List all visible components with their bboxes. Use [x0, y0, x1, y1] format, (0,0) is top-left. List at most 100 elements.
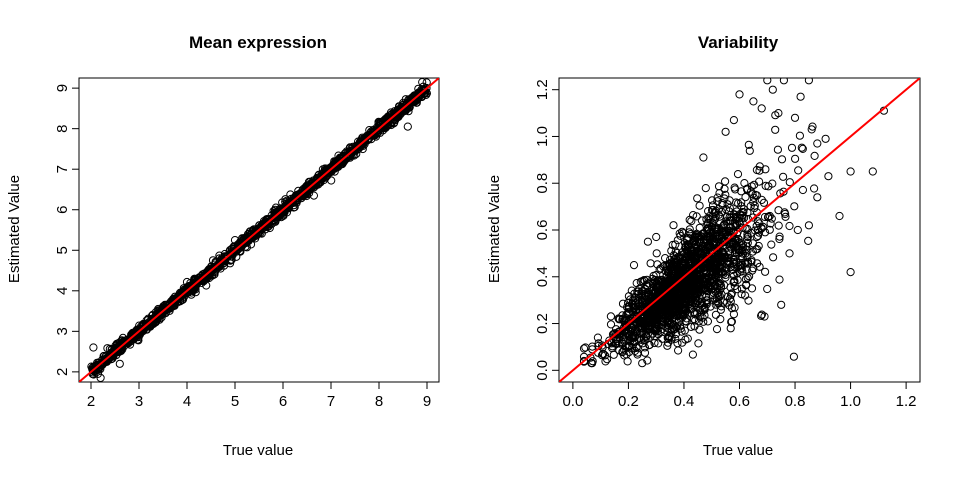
- data-point: [740, 258, 749, 267]
- data-point: [750, 180, 759, 189]
- data-point: [794, 166, 803, 175]
- data-point: [726, 297, 735, 306]
- data-point: [748, 190, 757, 199]
- data-point: [721, 190, 730, 199]
- data-point: [622, 310, 631, 319]
- data-point: [709, 263, 718, 272]
- chart-2-plot: 0.0 0.2 0.4 0.6 0.8 1.0 1.2 0.0 0.2 0.4 0.6 0.8 1.0 1…: [534, 77, 921, 410]
- data-point: [717, 207, 726, 216]
- data-point: [103, 344, 112, 353]
- y-tick-label: 0.4: [534, 266, 551, 287]
- data-point: [208, 263, 217, 272]
- data-point: [691, 310, 700, 319]
- data-point: [763, 78, 772, 85]
- data-point: [630, 304, 639, 313]
- data-point: [730, 303, 739, 312]
- data-point: [755, 219, 764, 228]
- data-point: [716, 279, 725, 288]
- data-point: [743, 238, 752, 247]
- data-point: [667, 333, 676, 342]
- data-point: [712, 325, 722, 334]
- data-point: [810, 184, 819, 193]
- data-point: [638, 306, 647, 315]
- data-point: [679, 298, 689, 307]
- data-point: [694, 288, 703, 297]
- data-point: [729, 310, 739, 319]
- data-point: [692, 212, 701, 221]
- data-point: [757, 104, 766, 113]
- data-point: [663, 319, 672, 328]
- data-point: [796, 92, 805, 101]
- y-tick-label: 3: [54, 327, 71, 335]
- data-point: [720, 250, 729, 259]
- data-point: [653, 325, 662, 334]
- data-point: [624, 298, 633, 307]
- data-point: [238, 240, 247, 249]
- data-point: [663, 302, 672, 311]
- data-point: [641, 285, 650, 294]
- data-point: [777, 155, 787, 164]
- data-point: [755, 262, 764, 271]
- y-tick-label: 0.2: [534, 313, 551, 334]
- y-tick-label: 5: [54, 246, 71, 254]
- data-point: [600, 351, 610, 360]
- data-point: [243, 234, 252, 243]
- data-point: [711, 310, 721, 319]
- data-point: [632, 302, 641, 311]
- data-point: [679, 310, 688, 319]
- data-point: [685, 225, 694, 234]
- data-point: [96, 373, 105, 382]
- data-point: [643, 356, 652, 365]
- data-point: [781, 212, 790, 221]
- data-point: [671, 280, 680, 289]
- x-tick-label: 1.2: [896, 393, 917, 410]
- data-point: [721, 263, 730, 272]
- data-point: [133, 328, 142, 337]
- data-point: [669, 221, 678, 230]
- data-point: [232, 245, 241, 254]
- data-point: [657, 292, 667, 301]
- data-point: [765, 225, 774, 234]
- data-point: [593, 333, 603, 342]
- data-point: [723, 292, 733, 301]
- data-point: [684, 242, 693, 251]
- data-point: [697, 279, 706, 288]
- data-point: [704, 241, 713, 250]
- data-point: [739, 243, 748, 252]
- data-point: [755, 166, 764, 175]
- data-point: [721, 127, 730, 136]
- data-point: [760, 312, 769, 321]
- data-point: [673, 236, 682, 245]
- data-point: [167, 300, 176, 309]
- data-point: [723, 212, 732, 221]
- data-point: [678, 259, 687, 268]
- data-point: [767, 240, 776, 249]
- data-point: [757, 311, 766, 320]
- data-point: [710, 276, 719, 285]
- data-point: [775, 275, 784, 284]
- data-point: [674, 269, 683, 278]
- data-point: [648, 298, 657, 307]
- data-point: [813, 139, 822, 148]
- data-point: [663, 327, 672, 337]
- data-point: [705, 229, 714, 238]
- data-point: [638, 277, 647, 286]
- data-point: [729, 116, 739, 125]
- data-point: [655, 265, 664, 274]
- data-point: [729, 271, 739, 280]
- data-point: [669, 261, 679, 270]
- data-point: [745, 272, 754, 281]
- data-point: [695, 201, 704, 210]
- data-point: [640, 343, 650, 352]
- data-point: [769, 253, 778, 262]
- data-point: [768, 85, 777, 94]
- data-point: [798, 144, 807, 153]
- data-point: [729, 237, 738, 246]
- data-point: [612, 339, 621, 348]
- y-tick-label: 7: [54, 165, 71, 173]
- data-point: [715, 189, 724, 198]
- data-points: [579, 78, 889, 368]
- data-point: [700, 311, 709, 320]
- data-point: [793, 225, 802, 235]
